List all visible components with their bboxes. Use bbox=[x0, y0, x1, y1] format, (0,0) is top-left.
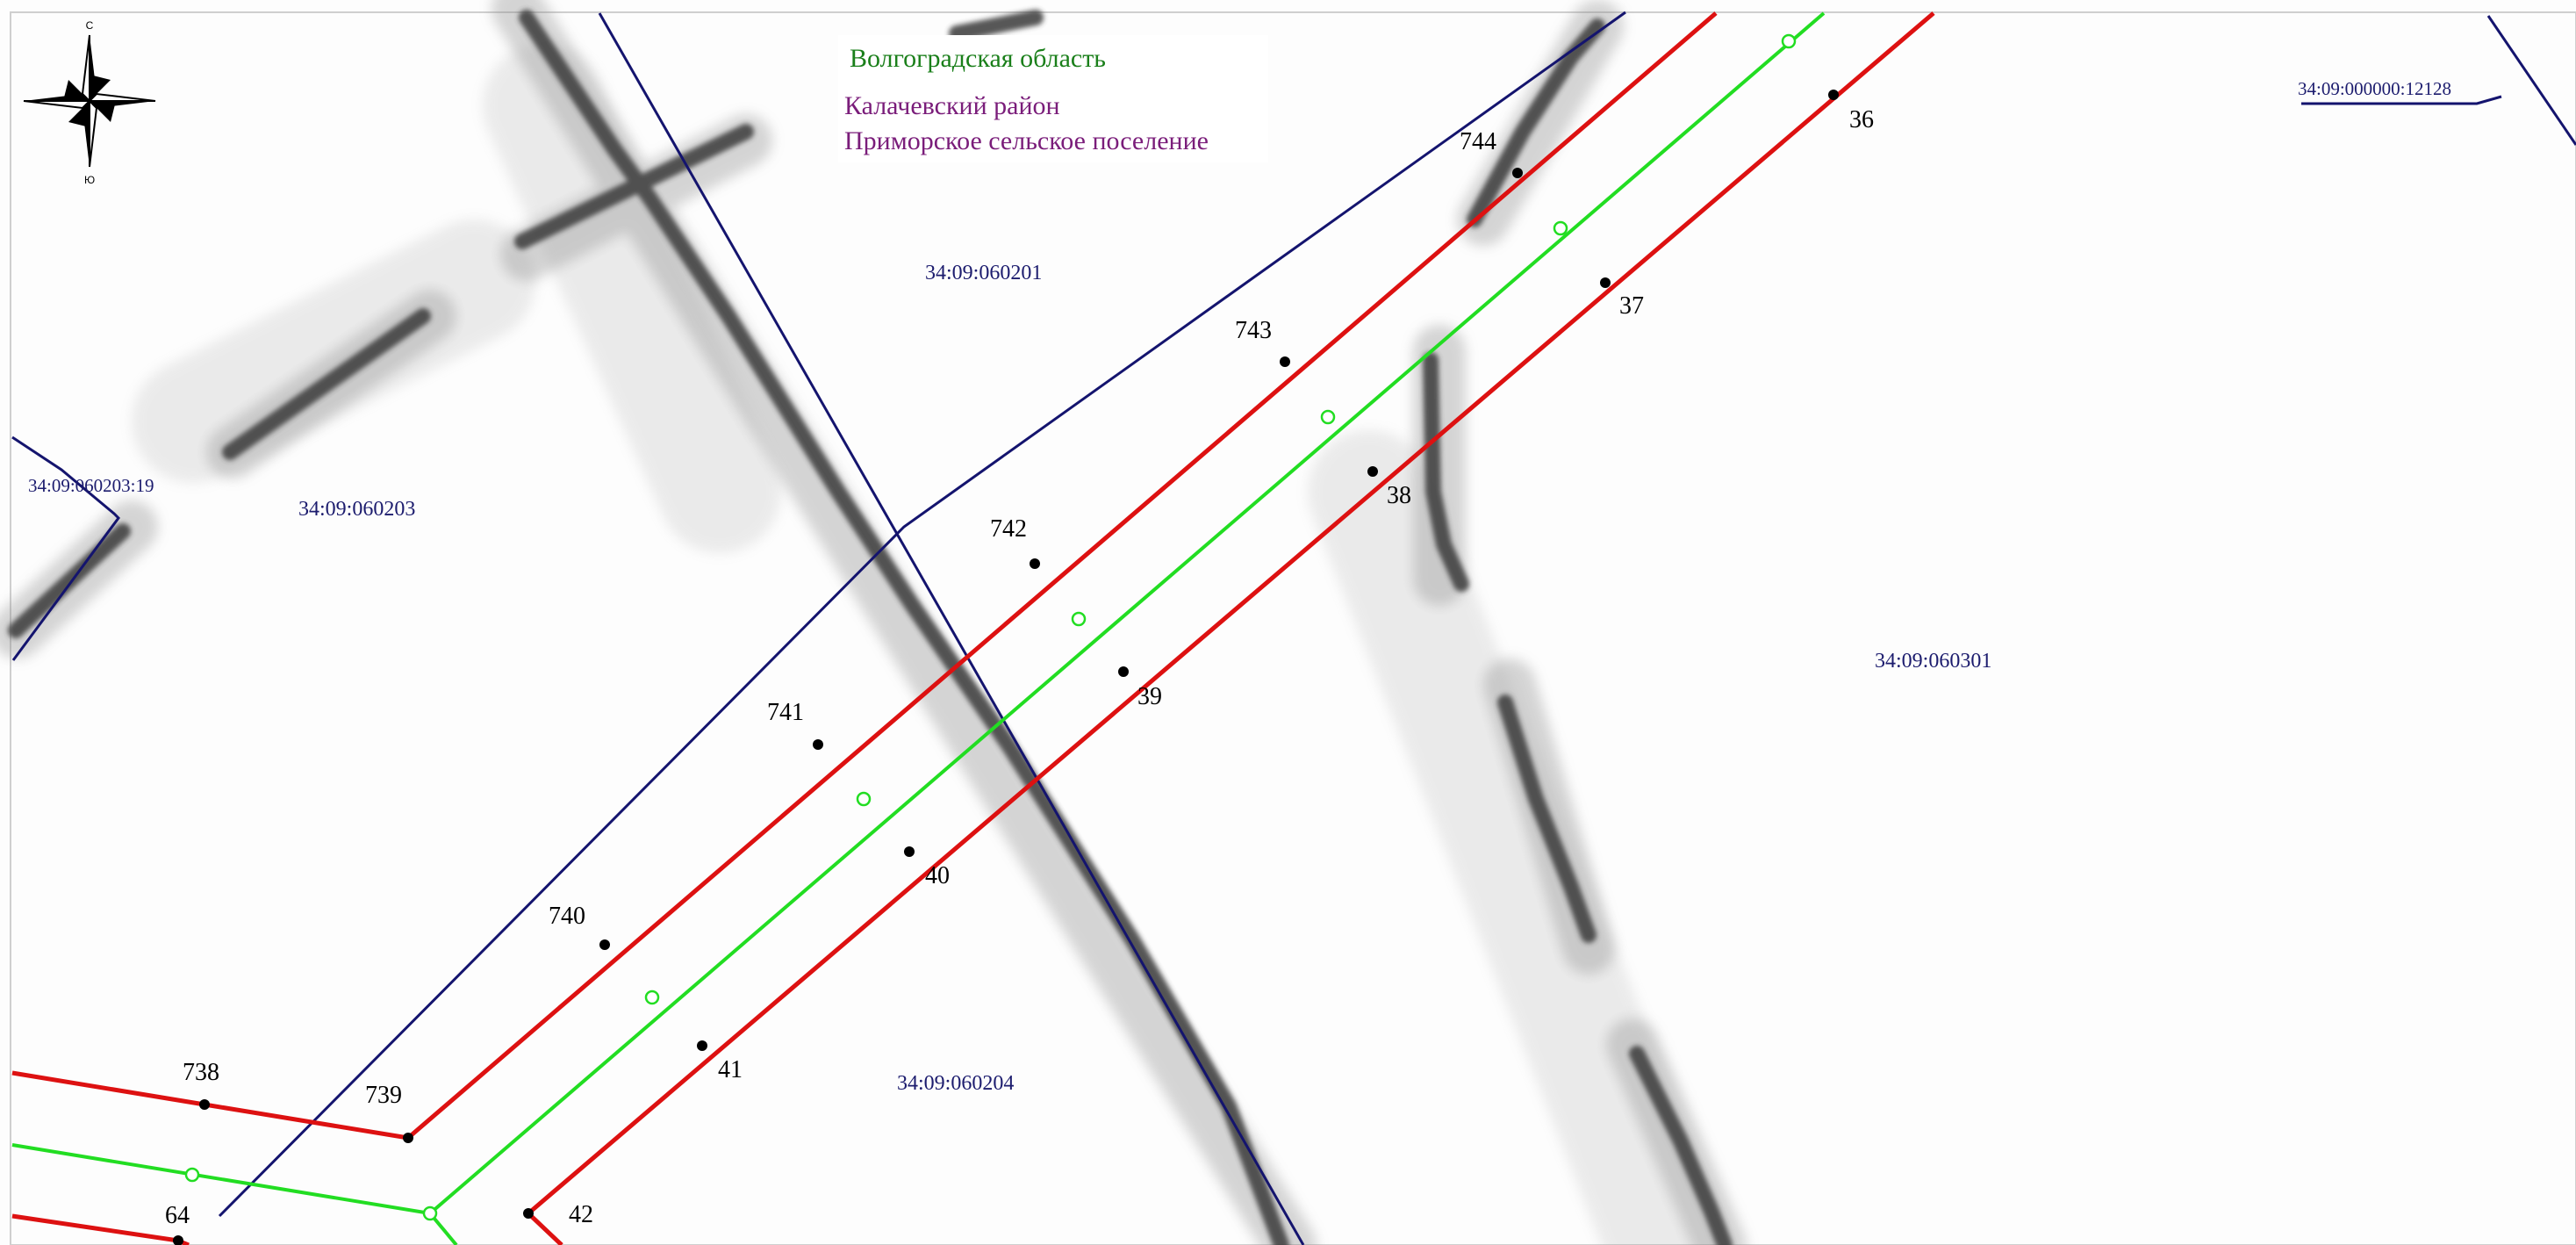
point-42[interactable] bbox=[523, 1208, 534, 1219]
admin-header: Волгоградская область Калачевский район … bbox=[838, 35, 1268, 162]
axis-markers bbox=[184, 33, 1797, 1221]
point-label: 743 bbox=[1235, 317, 1272, 344]
cadastral-line bbox=[2301, 95, 2502, 105]
parcel-label[interactable]: 34:09:060201 bbox=[925, 262, 1042, 284]
cadastral-line bbox=[598, 12, 1305, 1245]
point-741[interactable] bbox=[813, 739, 823, 750]
point-38[interactable] bbox=[1367, 466, 1378, 477]
point-37[interactable] bbox=[1600, 277, 1611, 288]
point-label: 40 bbox=[925, 862, 950, 889]
axis-marker bbox=[1781, 33, 1797, 49]
boundary-points bbox=[173, 90, 1839, 1245]
district-label: Калачевский район bbox=[844, 91, 1060, 120]
cadastral-line bbox=[11, 435, 120, 661]
point-label: 64 bbox=[165, 1202, 190, 1229]
point-label: 42 bbox=[569, 1201, 593, 1228]
point-label: 36 bbox=[1849, 106, 1874, 133]
point-36[interactable] bbox=[1828, 90, 1839, 100]
axis-marker bbox=[856, 791, 872, 807]
point-label: 739 bbox=[365, 1082, 402, 1109]
point-39[interactable] bbox=[1118, 666, 1129, 677]
admin-header-background bbox=[838, 35, 1268, 162]
cadastral-boundaries bbox=[11, 11, 2576, 1245]
axis-marker bbox=[1553, 220, 1568, 236]
parcel-label[interactable]: 34:09:060203 bbox=[298, 498, 415, 521]
point-label: 41 bbox=[718, 1056, 743, 1083]
point-label: 744 bbox=[1460, 128, 1496, 155]
point-label: 39 bbox=[1137, 683, 1162, 710]
point-41[interactable] bbox=[697, 1040, 707, 1051]
axis-marker bbox=[1071, 611, 1087, 627]
settlement-label: Приморское сельское поселение bbox=[844, 126, 1209, 155]
point-740[interactable] bbox=[599, 939, 610, 950]
cadastral-line bbox=[2486, 15, 2576, 146]
point-label: 742 bbox=[990, 515, 1027, 543]
parcel-label[interactable]: 34:09:060301 bbox=[1875, 650, 1991, 673]
region-label: Волгоградская область bbox=[850, 44, 1106, 73]
compass-rose-icon: С Ю bbox=[23, 19, 156, 186]
compass-south-label: Ю bbox=[84, 174, 95, 186]
boundary-line-north bbox=[11, 11, 1718, 1141]
parcel-label[interactable]: 34:09:000000:12128 bbox=[2298, 78, 2451, 99]
parcel-label[interactable]: 34:09:060204 bbox=[897, 1072, 1014, 1095]
axis-marker bbox=[1320, 409, 1336, 425]
point-label: 37 bbox=[1619, 292, 1644, 320]
point-labels: 36 37 38 39 40 41 42 64 738 739 740 741 … bbox=[165, 106, 1874, 1229]
point-label: 38 bbox=[1387, 482, 1411, 509]
cadastral-line bbox=[218, 11, 1626, 1218]
point-label: 741 bbox=[767, 699, 804, 726]
point-label: 738 bbox=[183, 1059, 219, 1086]
raster-background-features bbox=[0, 0, 1747, 1245]
compass-north-label: С bbox=[86, 19, 94, 32]
parcel-label[interactable]: 34:09:060203:19 bbox=[28, 475, 154, 496]
point-label: 740 bbox=[549, 903, 585, 930]
point-739[interactable] bbox=[403, 1133, 413, 1143]
axis-marker bbox=[184, 1167, 200, 1183]
point-743[interactable] bbox=[1280, 356, 1290, 367]
axis-marker bbox=[422, 1205, 438, 1221]
point-744[interactable] bbox=[1512, 168, 1523, 178]
point-738[interactable] bbox=[199, 1099, 210, 1110]
point-742[interactable] bbox=[1030, 558, 1040, 569]
point-40[interactable] bbox=[904, 846, 915, 857]
axis-marker bbox=[644, 990, 660, 1005]
parcel-labels: 34:09:060201 34:09:060203 34:09:060203:1… bbox=[28, 78, 2451, 1095]
point-64[interactable] bbox=[173, 1235, 183, 1245]
